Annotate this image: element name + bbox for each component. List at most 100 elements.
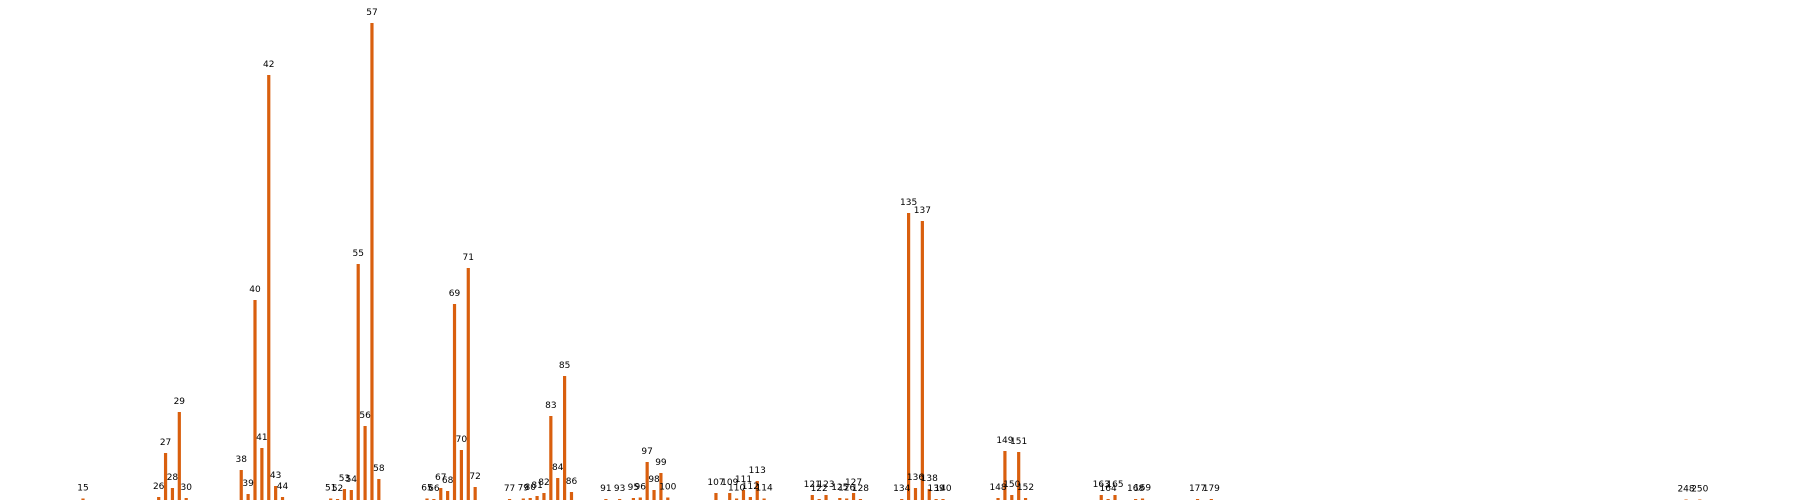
- bars-group: [81, 23, 1702, 500]
- bar-56: [363, 426, 367, 500]
- bar-label-128: 128: [852, 484, 869, 494]
- bar-109: [728, 493, 732, 500]
- bar-label-96: 96: [635, 483, 647, 493]
- bar-114: [762, 498, 766, 500]
- bar-label-44: 44: [277, 482, 289, 492]
- bar-label-125: 125: [831, 483, 848, 493]
- bar-label-140: 140: [934, 484, 951, 494]
- bar-label-57: 57: [366, 8, 377, 18]
- bar-label-114: 114: [756, 484, 773, 494]
- bar-label-53: 53: [339, 474, 350, 484]
- bar-82: [542, 493, 546, 500]
- bar-label-139: 139: [928, 484, 945, 494]
- bar-68: [446, 491, 450, 500]
- bar-label-52: 52: [332, 484, 343, 494]
- bar-label-138: 138: [921, 474, 938, 484]
- bar-81: [535, 496, 539, 500]
- bar-40: [253, 300, 257, 500]
- bar-label-110: 110: [728, 484, 745, 494]
- bar-110: [735, 498, 739, 500]
- bar-84: [556, 478, 560, 500]
- bar-label-137: 137: [914, 206, 931, 216]
- bar-label-27: 27: [160, 438, 171, 448]
- bar-label-42: 42: [263, 60, 274, 70]
- bar-label-28: 28: [167, 473, 179, 483]
- bar-label-86: 86: [566, 477, 578, 487]
- bar-label-38: 38: [236, 455, 248, 465]
- bar-label-169: 169: [1134, 484, 1151, 494]
- bar-15: [81, 498, 85, 500]
- bar-26: [157, 497, 161, 500]
- bar-label-85: 85: [559, 361, 570, 371]
- bar-30: [184, 498, 188, 500]
- bar-113: [755, 481, 759, 500]
- bar-label-113: 113: [749, 466, 766, 476]
- bar-41: [260, 448, 264, 500]
- bar-127: [851, 493, 856, 500]
- bar-107: [714, 493, 718, 500]
- bar-125: [838, 498, 842, 500]
- bar-27: [163, 453, 168, 500]
- bar-label-26: 26: [153, 482, 165, 492]
- bar-44: [280, 497, 285, 500]
- bar-138: [927, 489, 931, 500]
- bar-label-126: 126: [838, 484, 855, 494]
- bar-148: [996, 498, 1000, 500]
- bar-123: [824, 495, 828, 500]
- bar-label-164: 164: [1100, 484, 1117, 494]
- bar-165: [1113, 495, 1117, 500]
- bar-label-56: 56: [359, 411, 371, 421]
- bar-label-97: 97: [641, 447, 652, 457]
- bar-label-151: 151: [1010, 437, 1027, 447]
- bar-label-107: 107: [707, 478, 724, 488]
- bar-label-82: 82: [538, 478, 549, 488]
- bar-label-71: 71: [463, 253, 474, 263]
- bar-169: [1140, 498, 1145, 500]
- bar-label-68: 68: [442, 476, 454, 486]
- bar-96: [638, 497, 642, 500]
- bar-label-150: 150: [1003, 480, 1020, 490]
- bar-28: [170, 488, 175, 500]
- bar-163: [1099, 495, 1103, 500]
- bar-69: [452, 304, 457, 500]
- bar-label-41: 41: [256, 433, 267, 443]
- bar-70: [459, 450, 463, 500]
- bar-label-65: 65: [421, 484, 432, 494]
- bar-71: [466, 268, 470, 500]
- bar-label-67: 67: [435, 473, 446, 483]
- bar-95: [631, 498, 635, 500]
- bar-label-121: 121: [804, 480, 821, 490]
- bar-label-177: 177: [1189, 484, 1206, 494]
- bar-42: [267, 75, 271, 500]
- bar-label-127: 127: [845, 478, 862, 488]
- bar-label-29: 29: [174, 397, 186, 407]
- bar-label-43: 43: [270, 471, 281, 481]
- bar-label-122: 122: [811, 484, 828, 494]
- bar-65: [425, 498, 429, 500]
- bar-label-95: 95: [628, 483, 639, 493]
- bar-67: [439, 488, 443, 500]
- bar-label-179: 179: [1203, 484, 1220, 494]
- bar-label-77: 77: [504, 484, 515, 494]
- bar-label-40: 40: [249, 285, 261, 295]
- bar-label-51: 51: [325, 484, 336, 494]
- bar-72: [473, 487, 477, 500]
- bar-label-84: 84: [552, 463, 564, 473]
- bar-label-70: 70: [456, 435, 468, 445]
- bar-label-123: 123: [817, 480, 834, 490]
- bar-79: [521, 498, 525, 500]
- bar-149: [1003, 451, 1007, 500]
- bar-label-79: 79: [518, 484, 530, 494]
- bar-label-39: 39: [242, 479, 254, 489]
- bar-150: [1010, 495, 1014, 500]
- bar-label-136: 136: [907, 473, 924, 483]
- bar-151: [1017, 452, 1021, 500]
- bar-38: [239, 470, 243, 500]
- bar-label-250: 250: [1691, 485, 1708, 495]
- bar-100: [666, 497, 670, 500]
- bar-54: [349, 490, 353, 500]
- bar-label-83: 83: [545, 401, 556, 411]
- bar-label-55: 55: [352, 249, 363, 259]
- bar-112: [748, 497, 752, 500]
